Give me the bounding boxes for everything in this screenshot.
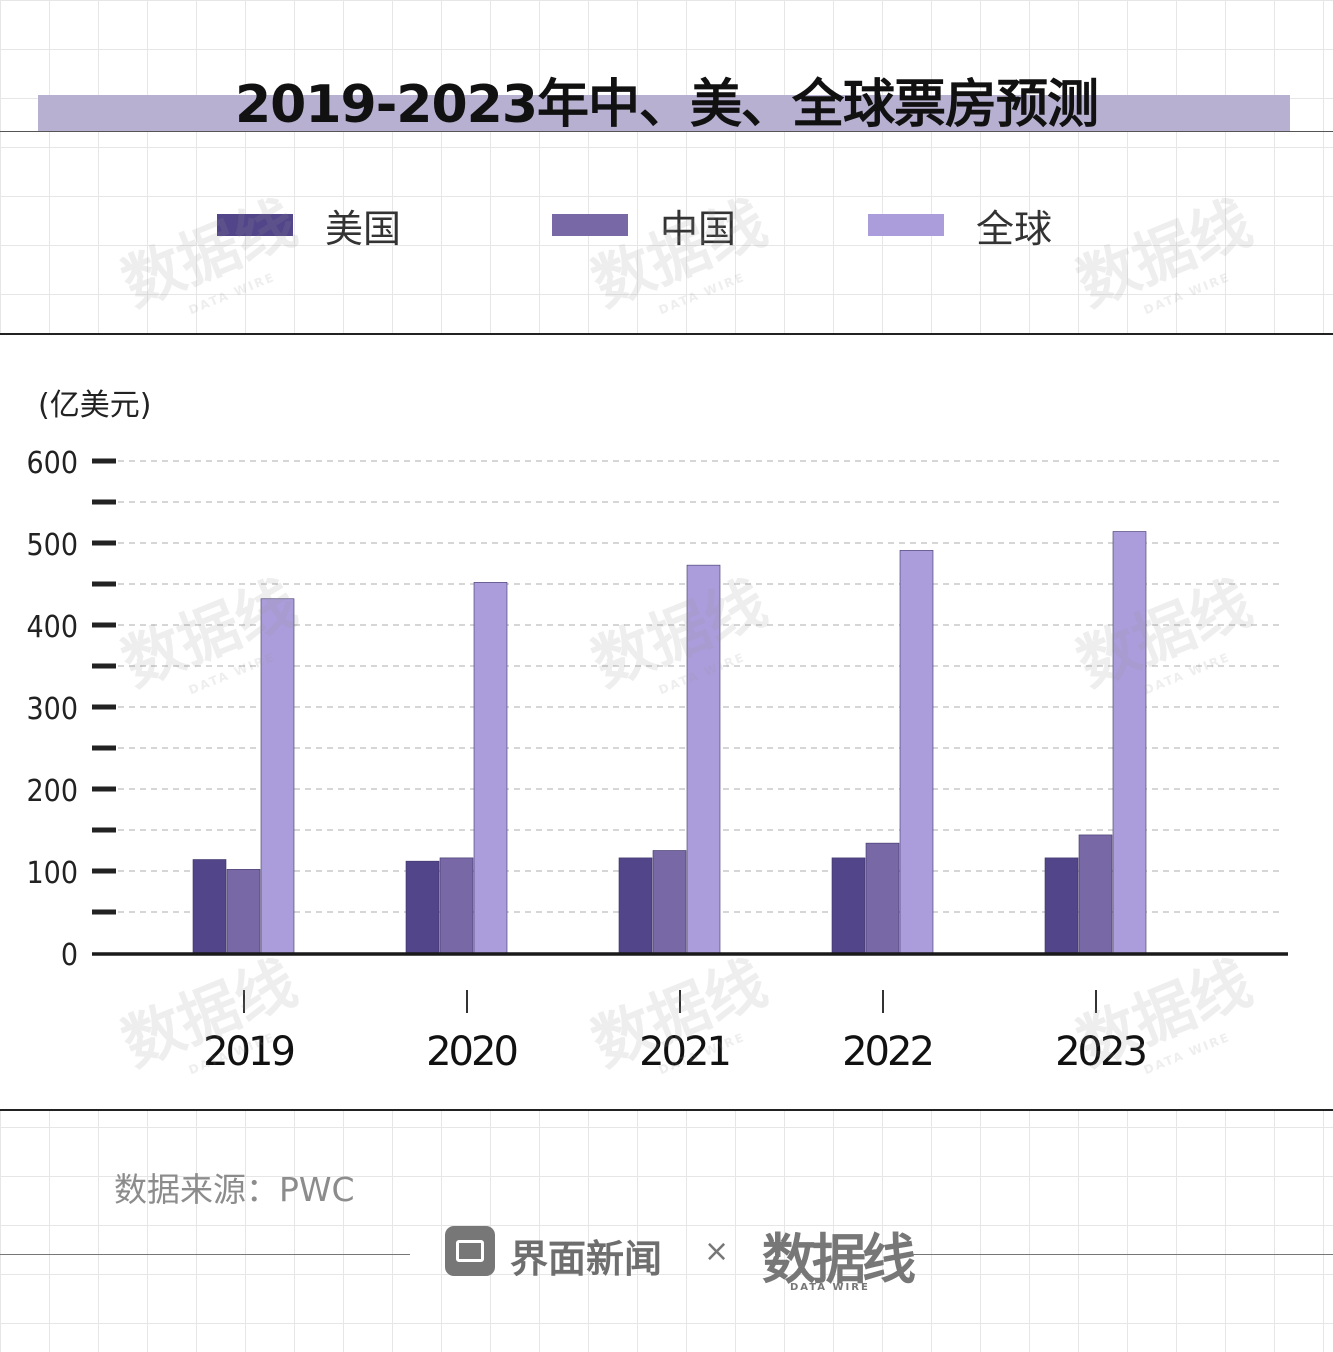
chart-panel: (亿美元) 0 100 200 300 400 500 600 2019 2020 2021 202… [0, 333, 1333, 1111]
y-tick-mark [92, 868, 116, 874]
footer-separator: × [704, 1234, 730, 1269]
bar-中国-2022 [865, 842, 900, 954]
y-tick-mark [92, 663, 116, 669]
datawire-logo-sub: DATA WIRE [790, 1282, 870, 1293]
bar-美国-2021 [618, 857, 653, 954]
bar-全球-2020 [473, 582, 508, 954]
y-tick-label: 400 [26, 610, 78, 645]
x-tick-label: 2020 [426, 1029, 516, 1075]
bar-中国-2020 [439, 857, 474, 954]
x-tick-label: 2023 [1055, 1029, 1145, 1075]
y-tick-label: 300 [26, 692, 78, 727]
y-tick-label: 600 [26, 446, 78, 481]
y-tick-mark [92, 745, 116, 751]
legend-label-us: 美国 [325, 206, 402, 251]
x-tick-label: 2021 [639, 1029, 729, 1075]
y-tick-mark [92, 827, 116, 833]
title-rule [0, 131, 1333, 132]
x-tick-label: 2022 [842, 1029, 932, 1075]
bar-中国-2019 [226, 869, 261, 954]
y-unit-label: (亿美元) [38, 388, 151, 423]
bar-美国-2020 [405, 860, 440, 954]
bar-中国-2023 [1078, 834, 1113, 954]
y-tick-mark [92, 704, 116, 710]
y-tick-label: 500 [26, 528, 78, 563]
legend-label-global: 全球 [976, 206, 1053, 251]
title-band [38, 95, 1290, 132]
footer-rule-left [0, 1254, 410, 1255]
y-tick-mark [92, 540, 116, 546]
legend-item-china: 中国 [552, 200, 737, 251]
legend-label-china: 中国 [660, 206, 737, 251]
legend-swatch-china [552, 214, 628, 236]
legend-swatch-us [217, 214, 293, 236]
bar-全球-2019 [260, 598, 295, 954]
chart-title: 2019-2023年中、美、全球票房预测 [234, 75, 1099, 135]
y-tick-mark [92, 622, 116, 628]
bar-chart: (亿美元) 0 100 200 300 400 500 600 2019 2020 2021 202… [26, 388, 1288, 1075]
bar-全球-2022 [899, 550, 934, 954]
legend-item-global: 全球 [868, 200, 1053, 251]
y-tick-mark [92, 581, 116, 587]
bar-美国-2022 [831, 857, 866, 954]
jiemian-logo-icon [445, 1226, 495, 1276]
y-tick-mark [92, 786, 116, 792]
legend-swatch-global [868, 214, 944, 236]
bar-全球-2021 [686, 564, 721, 954]
x-tick-label: 2019 [203, 1029, 293, 1075]
legend-item-us: 美国 [217, 200, 402, 251]
data-source: 数据来源：PWC [114, 1170, 355, 1209]
footer-brand: 界面新闻 [510, 1237, 663, 1281]
bar-中国-2021 [652, 850, 687, 954]
footer-rule-right [908, 1254, 1333, 1255]
bar-全球-2023 [1112, 531, 1147, 954]
datawire-logo: 数据线 [762, 1228, 916, 1291]
y-tick-label: 200 [26, 774, 78, 809]
y-tick-label: 100 [26, 856, 78, 891]
y-tick-mark [92, 909, 116, 915]
y-tick-label: 0 [61, 938, 78, 973]
bar-美国-2019 [192, 859, 227, 954]
bar-美国-2023 [1044, 857, 1079, 954]
y-tick-mark [92, 458, 116, 464]
y-tick-mark [92, 499, 116, 505]
